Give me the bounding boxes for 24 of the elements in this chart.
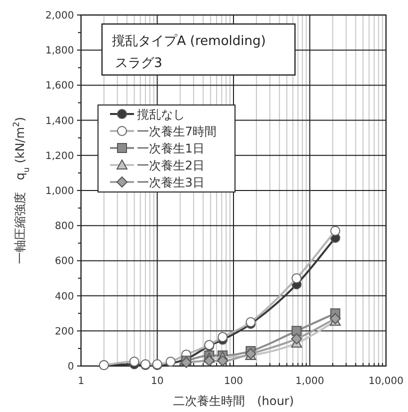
x-tick-label: 1,000 (295, 376, 324, 387)
legend-label: 一次養生7時間 (137, 124, 217, 138)
y-tick-label: 1,800 (45, 46, 74, 57)
y-tick-label: 200 (54, 326, 74, 338)
legend-label: 一次養生1日 (137, 142, 205, 156)
y-tick-label: 1,200 (45, 150, 74, 162)
y-tick-label: 1,000 (45, 186, 74, 197)
y-tick-label: 1,600 (45, 80, 74, 92)
text: 撹乱タイプA (remolding) (112, 34, 266, 49)
y-tick-label: 400 (54, 291, 74, 302)
text: スラグ3 (115, 56, 162, 71)
x-tick-label: 10,000 (368, 376, 404, 387)
x-tick-label: 1 (78, 376, 84, 387)
x-tick-label: 100 (224, 376, 244, 387)
legend-label: 一次養生2日 (137, 158, 205, 172)
y-tick-label: 600 (54, 256, 74, 268)
y-tick-label: 800 (54, 221, 74, 232)
legend-label: 一次養生3日 (137, 176, 205, 190)
x-tick-label: 10 (150, 376, 164, 387)
y-tick-label: 2,000 (45, 10, 74, 22)
y-tick-label: 1,400 (45, 116, 74, 127)
x-axis-title: 二次養生時間 (hour) (173, 394, 294, 408)
legend-label: 撹乱なし (137, 108, 185, 122)
y-tick-label: 0 (68, 362, 74, 372)
